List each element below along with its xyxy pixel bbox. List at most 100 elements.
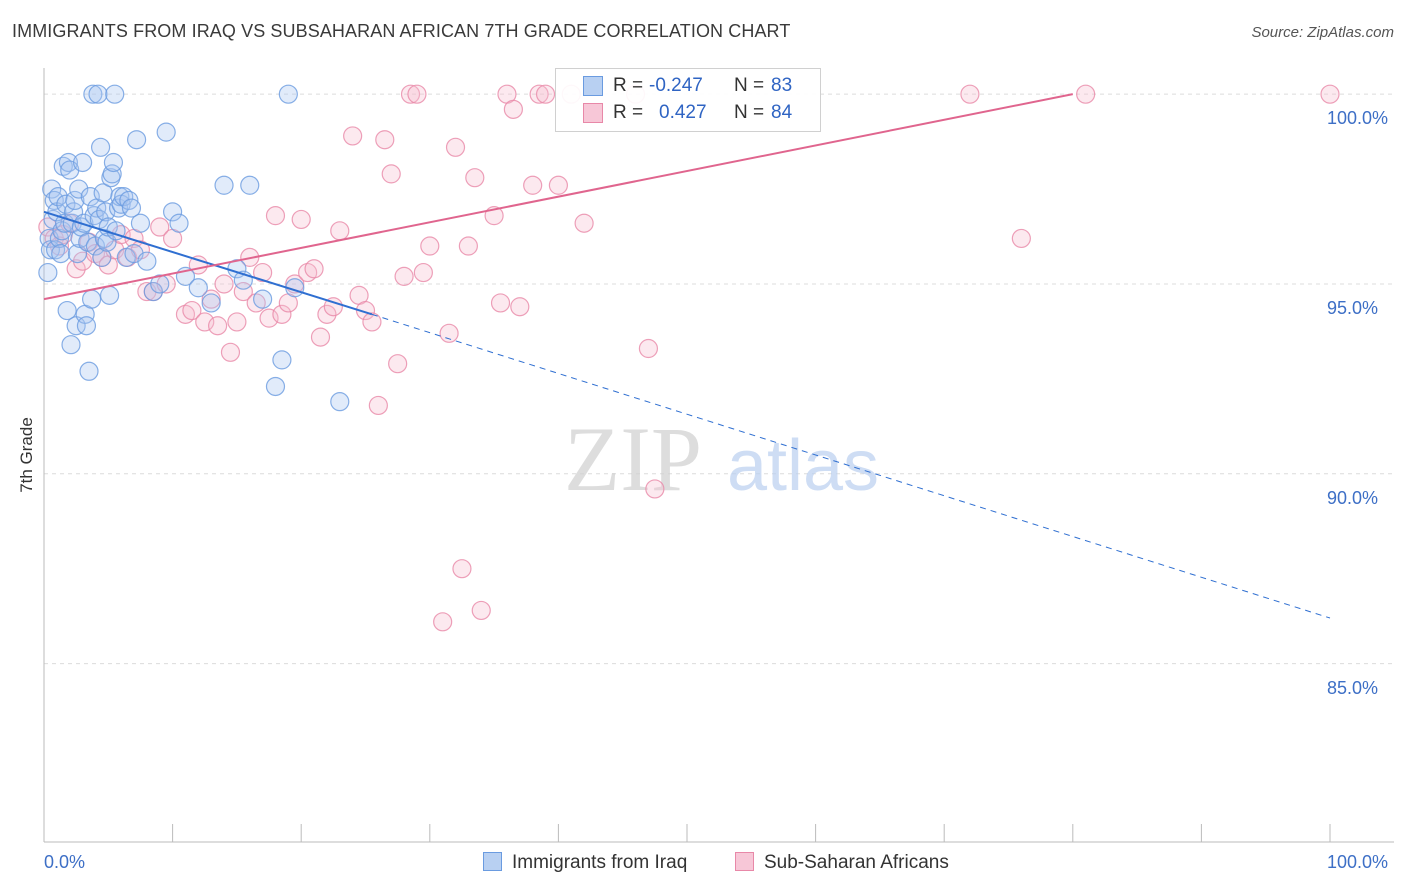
point-immigrants-from-iraq [74,213,94,233]
point-sub-saharan-africans [317,304,337,324]
points-sub-saharan-africans [38,84,1340,632]
point-sub-saharan-africans [510,297,530,317]
point-immigrants-from-iraq [84,206,104,226]
point-immigrants-from-iraq [88,84,108,104]
point-immigrants-from-iraq [96,202,116,222]
point-sub-saharan-africans [452,559,472,579]
point-sub-saharan-africans [310,327,331,347]
point-immigrants-from-iraq [76,316,97,336]
point-immigrants-from-iraq [330,392,350,412]
point-immigrants-from-iraq [44,190,64,211]
trend-line-iraq-extension [371,313,1331,619]
point-sub-saharan-africans [220,342,241,362]
point-sub-saharan-africans [388,354,408,374]
legend-r-value: -0.247 [649,75,703,96]
point-immigrants-from-iraq [61,335,81,355]
point-immigrants-from-iraq [79,361,99,381]
point-immigrants-from-iraq [143,281,163,302]
x-tick-label-max: 100.0% [1327,852,1389,872]
point-sub-saharan-africans [445,137,466,157]
source-label: Source: ZipAtlas.com [1251,24,1394,41]
point-immigrants-from-iraq [81,289,102,309]
correlation-legend: R = -0.247 N = 83 R = 0.427 N = 84 [555,68,821,132]
point-immigrants-from-iraq [57,300,77,321]
point-immigrants-from-iraq [105,84,125,104]
point-sub-saharan-africans [535,84,556,104]
point-sub-saharan-africans [291,209,311,230]
point-immigrants-from-iraq [69,179,89,199]
point-sub-saharan-africans [195,312,215,332]
point-immigrants-from-iraq [156,122,176,142]
point-sub-saharan-africans [574,213,594,233]
point-immigrants-from-iraq [38,262,58,283]
point-immigrants-from-iraq [49,228,70,249]
point-sub-saharan-africans [323,297,343,317]
point-sub-saharan-africans [1011,228,1031,249]
point-sub-saharan-africans [503,99,523,119]
y-tick-label: 95.0% [1327,297,1379,318]
point-sub-saharan-africans [407,84,427,104]
point-immigrants-from-iraq [92,247,112,267]
point-immigrants-from-iraq [278,84,298,104]
point-sub-saharan-africans [433,612,453,632]
y-tick-label: 100.0% [1327,108,1389,129]
point-immigrants-from-iraq [214,175,234,195]
point-sub-saharan-africans [529,84,549,104]
point-immigrants-from-iraq [265,376,286,397]
point-immigrants-from-iraq [80,187,100,207]
point-immigrants-from-iraq [272,350,292,370]
x-tick-label-min: 0.0% [44,852,86,872]
point-sub-saharan-africans [150,217,170,237]
bottom-legend-label-iraq: Immigrants from Iraq [512,852,688,873]
point-sub-saharan-africans [304,259,324,279]
point-immigrants-from-iraq [58,152,79,173]
trend-line-iraq [43,210,373,316]
point-immigrants-from-iraq [83,84,103,104]
point-sub-saharan-africans [960,84,980,104]
bottom-legend-swatch-blue [483,852,502,871]
point-sub-saharan-africans [375,130,395,150]
chart-title: IMMIGRANTS FROM IRAQ VS SUBSAHARAN AFRIC… [12,21,791,41]
point-sub-saharan-africans [368,395,388,416]
y-tick-label: 85.0% [1327,677,1379,698]
point-sub-saharan-africans [413,262,433,283]
point-immigrants-from-iraq [51,244,71,264]
point-immigrants-from-iraq [103,152,124,173]
point-sub-saharan-africans [343,126,363,146]
point-sub-saharan-africans [400,84,421,104]
point-sub-saharan-africans [227,312,247,332]
legend-n-value: 84 [771,102,793,123]
point-sub-saharan-africans [272,304,292,324]
watermark: ZIP atlas [564,408,879,510]
point-immigrants-from-iraq [72,152,93,173]
point-immigrants-from-iraq [188,278,208,298]
legend-swatch-pink [583,103,603,123]
point-immigrants-from-iraq [52,221,72,241]
point-sub-saharan-africans [471,600,491,621]
watermark-atlas: atlas [727,426,879,506]
legend-row-iraq: R = -0.247 N = 83 [556,73,820,101]
point-immigrants-from-iraq [137,251,157,271]
point-immigrants-from-iraq [150,274,170,294]
bottom-legend-subsaharan: Sub-Saharan Africans [735,852,949,874]
point-sub-saharan-africans [214,274,234,294]
point-sub-saharan-africans [439,323,459,343]
point-immigrants-from-iraq [169,213,189,233]
legend-swatch-blue [583,76,603,96]
point-sub-saharan-africans [458,236,478,256]
point-sub-saharan-africans [465,168,485,188]
point-immigrants-from-iraq [119,190,139,211]
point-immigrants-from-iraq [240,175,260,195]
y-tick-label: 90.0% [1327,487,1379,508]
point-immigrants-from-iraq [126,130,147,150]
watermark-zip: ZIP [564,408,702,510]
point-sub-saharan-africans [265,206,286,226]
legend-n-value: 83 [771,75,793,96]
point-immigrants-from-iraq [65,190,85,211]
point-immigrants-from-iraq [130,213,151,233]
legend-r-label: R = [613,75,644,96]
points-immigrants-from-iraq [38,84,350,412]
point-sub-saharan-africans [182,300,202,321]
point-sub-saharan-africans [394,266,414,286]
